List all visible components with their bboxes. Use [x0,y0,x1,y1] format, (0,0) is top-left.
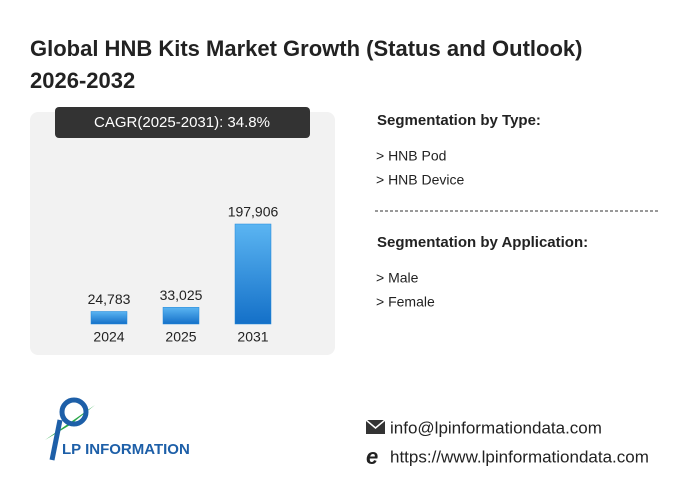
bar [234,223,272,325]
logo-icon [45,397,95,461]
segment-title: Segmentation by Type: [377,112,541,129]
url: https://www.lpinformationdata.com [390,447,649,466]
title-line: Global HNB Kits Market Growth (Status an… [30,36,582,61]
segment-title: Segmentation by Application: [377,234,588,251]
email: info@lpinformationdata.com [390,418,602,437]
bars: 2024 24,783 2025 33,025 2031 197,906 [88,204,279,345]
segment-item: > Male [376,270,419,286]
value-label: 24,783 [88,291,131,307]
value-label: 197,906 [228,204,279,220]
x-tick-label: 2031 [237,329,268,345]
web-icon: e [366,444,378,469]
title-line: 2026-2032 [30,68,135,93]
value-label: 33,025 [160,287,203,303]
logo-text: LP INFORMATION [62,441,190,458]
segment-item: > HNB Device [376,172,465,188]
cagr-box [55,107,310,138]
cagr-label: CAGR(2025-2031): 34.8% [94,114,270,131]
segment-item: > Female [376,294,435,310]
segment-item: > HNB Pod [376,148,446,164]
x-tick-label: 2025 [165,329,196,345]
bar [162,307,200,325]
email-icon-flap [365,419,386,429]
x-tick-label: 2024 [93,329,124,345]
bar [90,311,128,325]
